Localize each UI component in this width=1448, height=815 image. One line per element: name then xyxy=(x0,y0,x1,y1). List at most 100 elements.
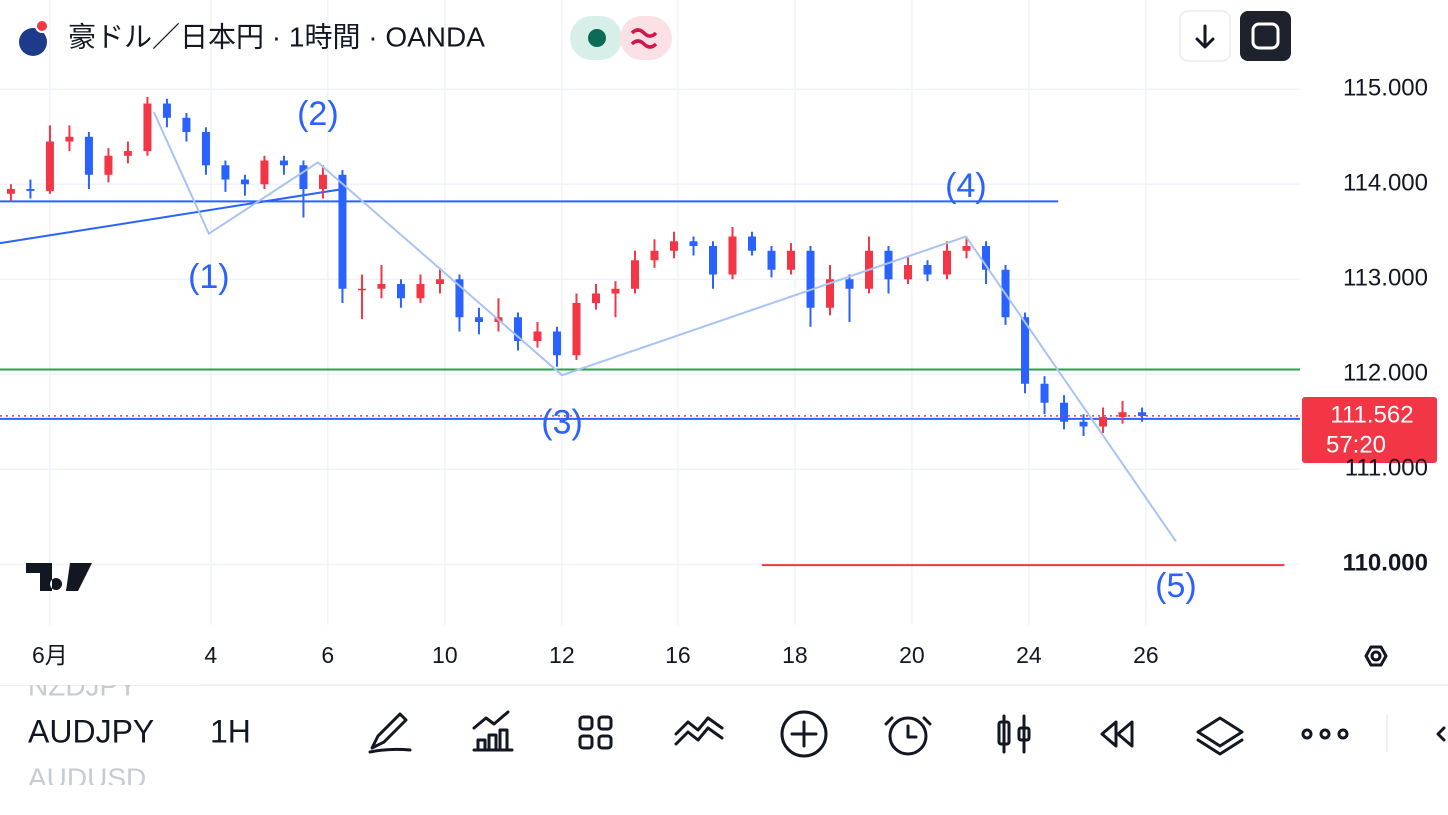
add-icon[interactable] xyxy=(780,710,828,758)
fullscreen-icon xyxy=(1251,22,1280,50)
arrow-icon xyxy=(1195,24,1215,49)
candle-body xyxy=(552,331,561,356)
interval[interactable]: 1H xyxy=(210,713,251,749)
candle-body xyxy=(962,246,971,251)
candle-body xyxy=(630,260,639,289)
draw-icon[interactable] xyxy=(368,712,412,754)
layers-icon[interactable] xyxy=(1196,716,1244,756)
settings-icon-dot xyxy=(1370,650,1382,662)
y-tick-label: 113.000 xyxy=(1343,265,1428,292)
candle-body xyxy=(45,141,54,191)
y-tick-label: 110.000 xyxy=(1343,550,1428,577)
x-tick-label: 6月 xyxy=(32,642,68,668)
countdown: 57:20 xyxy=(1326,431,1386,458)
candle-body xyxy=(845,279,854,289)
candle-body xyxy=(65,136,74,142)
candle-body xyxy=(240,179,249,185)
x-tick-label: 6 xyxy=(321,642,334,668)
layout-icon xyxy=(597,734,613,750)
candle-body xyxy=(1060,402,1069,422)
wave-label: (3) xyxy=(541,404,583,442)
candle-body xyxy=(143,103,152,152)
alert-icon[interactable] xyxy=(888,716,928,756)
candle-body xyxy=(162,103,171,118)
candle-body xyxy=(689,241,698,247)
candle-body xyxy=(591,293,600,304)
x-tick-label: 12 xyxy=(549,642,575,668)
candle-body xyxy=(1040,383,1049,403)
candle-body xyxy=(611,288,620,294)
add-plus xyxy=(790,720,818,748)
wave-line xyxy=(152,111,1177,542)
symbol[interactable]: AUDJPY xyxy=(28,713,154,749)
candle-body xyxy=(1138,412,1147,417)
x-tick-label: 4 xyxy=(204,642,217,668)
flag-icon xyxy=(19,28,47,56)
wave-label: (2) xyxy=(297,95,339,133)
candle-body xyxy=(767,250,776,270)
toolbar-icons xyxy=(368,710,1446,758)
flag-badge xyxy=(35,19,49,33)
candle-body xyxy=(923,265,932,275)
fade-bottom xyxy=(0,785,200,815)
symbol-title: 豪ドル／日本円 · 1時間 · OANDA xyxy=(68,21,485,52)
y-tick-label: 114.000 xyxy=(1343,170,1428,197)
y-tick-label: 112.000 xyxy=(1343,360,1428,387)
candle-body xyxy=(943,250,952,275)
candle-body xyxy=(806,250,815,308)
candle-body xyxy=(182,117,191,133)
alert-hands xyxy=(884,716,932,739)
candle-body xyxy=(279,160,288,166)
candle-body xyxy=(708,246,717,275)
candle-body xyxy=(728,236,737,275)
more-dot xyxy=(1337,728,1349,740)
more-dot xyxy=(1319,728,1331,740)
candle-body xyxy=(377,284,386,289)
x-tick-label: 24 xyxy=(1016,642,1042,668)
replay-icon[interactable] xyxy=(1100,720,1134,748)
more-icon[interactable] xyxy=(1301,728,1313,740)
candle-body xyxy=(318,174,327,190)
collapse-icon[interactable] xyxy=(1436,726,1446,742)
layout-icon[interactable] xyxy=(578,715,594,731)
settings-icon[interactable] xyxy=(1364,645,1388,667)
y-tick-label: 115.000 xyxy=(1343,75,1428,102)
candle-body xyxy=(572,303,581,356)
logo xyxy=(26,563,92,591)
y-tick-label: 111.000 xyxy=(1345,455,1428,482)
candle-body xyxy=(201,132,210,166)
wave-label: (1) xyxy=(188,258,230,296)
candle-body xyxy=(826,279,835,308)
candle-body xyxy=(513,317,522,341)
candle-body xyxy=(747,236,756,251)
fade-top xyxy=(0,665,200,685)
fullscreen-button[interactable] xyxy=(1240,11,1291,61)
candle-body xyxy=(982,246,991,270)
last-price: 111.562 xyxy=(1330,401,1413,428)
layout-icon xyxy=(597,715,613,731)
candle-body xyxy=(221,165,230,180)
candle-body xyxy=(6,189,15,194)
approx-icon xyxy=(630,28,658,49)
x-tick-label: 16 xyxy=(665,642,691,668)
candle-body xyxy=(123,151,132,156)
candle-body xyxy=(260,160,269,185)
candle-body xyxy=(357,288,366,291)
status-dot xyxy=(588,29,606,47)
candle-body xyxy=(533,331,542,341)
candle-body xyxy=(26,189,35,191)
wave-label: (5) xyxy=(1155,567,1197,605)
data-badge[interactable] xyxy=(620,16,672,60)
indicators-icon[interactable] xyxy=(472,710,514,752)
candle-body xyxy=(299,165,308,190)
candle-body xyxy=(650,250,659,261)
candle-body xyxy=(474,317,483,322)
trend-line xyxy=(0,188,344,245)
last-price-box xyxy=(1302,397,1437,463)
compare-icon[interactable] xyxy=(674,716,724,746)
layout-icon xyxy=(578,734,594,750)
candle-body xyxy=(455,279,464,318)
candle-body xyxy=(435,279,444,285)
candle-body xyxy=(669,241,678,251)
x-tick-label: 26 xyxy=(1133,642,1159,668)
